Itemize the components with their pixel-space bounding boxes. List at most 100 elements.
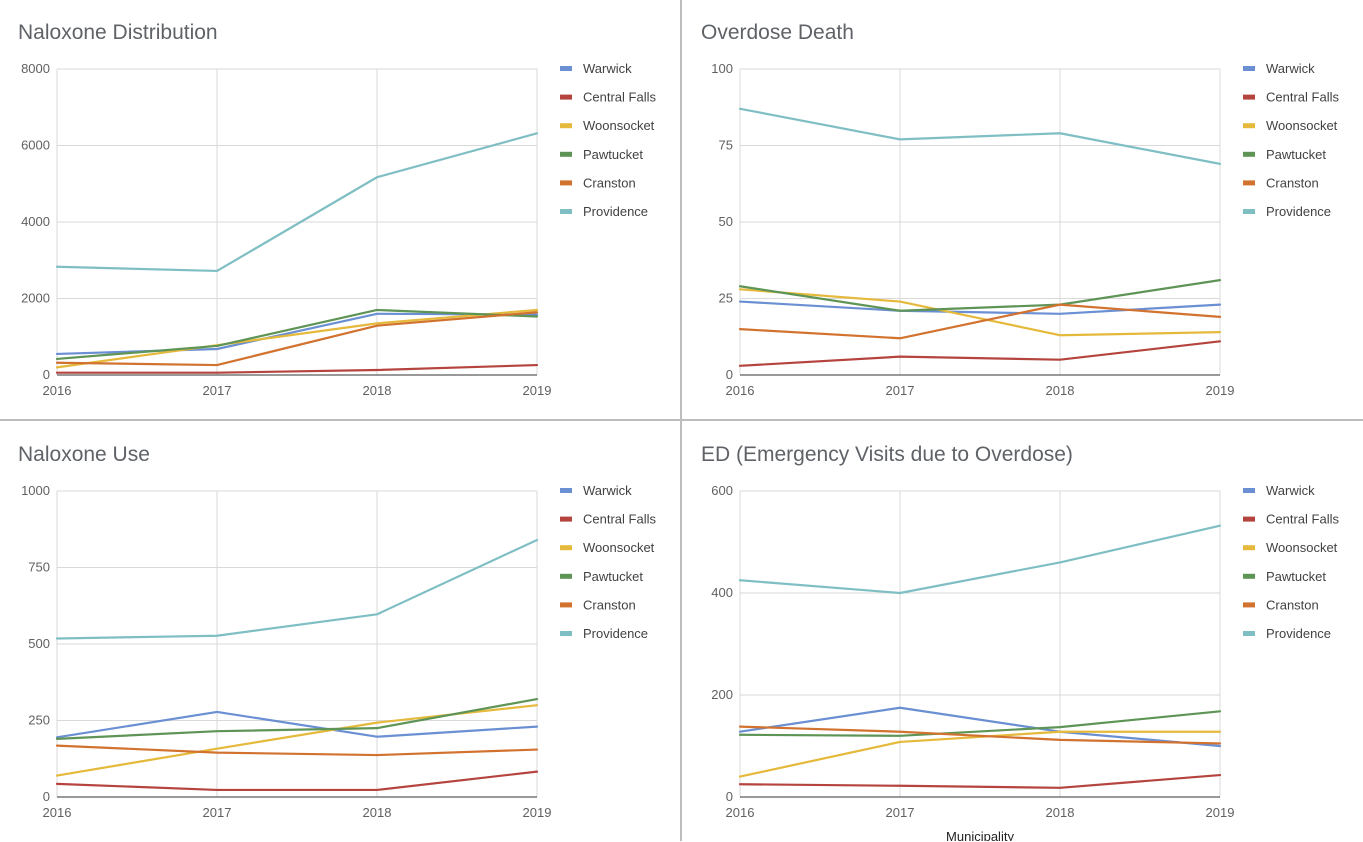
legend-swatch-providence (1243, 631, 1255, 636)
series-line-cranston (738, 303, 1222, 340)
x-tick-label: 2019 (1206, 805, 1235, 820)
legend-swatch-warwick (560, 66, 572, 71)
x-tick-label: 2019 (523, 805, 552, 820)
x-tick-label: 2016 (43, 805, 72, 820)
y-tick-label: 2000 (21, 291, 50, 306)
horizontal-divider (0, 419, 1363, 421)
series-line-woonsocket (738, 288, 1222, 337)
legend-swatch-woonsocket (1243, 545, 1255, 551)
x-tick-label: 2017 (203, 805, 232, 820)
legend-swatch-pawtucket (560, 151, 572, 157)
series-line-central-falls (55, 770, 539, 792)
x-tick-label: 2016 (726, 805, 755, 820)
legend-swatch-cranston (1243, 180, 1255, 186)
legend-label-providence: Providence (1266, 626, 1331, 641)
y-tick-label: 25 (719, 291, 733, 306)
legend-label-pawtucket: Pawtucket (583, 569, 643, 584)
series-line-pawtucket (738, 710, 1222, 737)
naloxone-use-chart: Naloxone Use 0 250 500 750 1000 2016 2017 2018 20… (18, 443, 656, 820)
series-line-cranston (55, 311, 539, 367)
legend-label-woonsocket: Woonsocket (583, 540, 655, 555)
legend-label-woonsocket: Woonsocket (583, 118, 655, 133)
series-line-central-falls (738, 340, 1222, 367)
y-tick-label: 50 (719, 214, 733, 229)
x-tick-label: 2016 (43, 383, 72, 398)
legend-label-cranston: Cranston (1266, 175, 1319, 190)
legend-label-providence: Providence (583, 626, 648, 641)
y-tick-label: 4000 (21, 214, 50, 229)
legend-label-pawtucket: Pawtucket (1266, 147, 1326, 162)
legend-label-warwick: Warwick (583, 61, 632, 76)
x-tick-label: 2016 (726, 383, 755, 398)
series-line-central-falls (738, 773, 1222, 789)
legend-label-woonsocket: Woonsocket (1266, 540, 1338, 555)
series-line-woonsocket (55, 704, 539, 777)
legend-swatch-central-falls (560, 94, 572, 100)
x-tick-label: 2018 (1046, 805, 1075, 820)
y-tick-label: 1000 (21, 483, 50, 498)
series-line-pawtucket (738, 279, 1222, 312)
legend-label-central-falls: Central Falls (583, 90, 656, 105)
legend-swatch-woonsocket (1243, 123, 1255, 129)
x-tick-label: 2018 (363, 383, 392, 398)
series-line-warwick (738, 300, 1222, 315)
legend-swatch-warwick (560, 488, 572, 493)
series-line-pawtucket (55, 308, 539, 361)
legend-label-cranston: Cranston (1266, 597, 1319, 612)
series-line-central-falls (55, 363, 539, 374)
y-tick-label: 250 (28, 713, 50, 728)
legend-swatch-central-falls (560, 516, 572, 522)
legend-swatch-cranston (560, 180, 572, 186)
x-axis-label: Municipality (946, 829, 1014, 841)
legend-label-warwick: Warwick (583, 483, 632, 498)
legend-swatch-cranston (1243, 602, 1255, 608)
legend-swatch-warwick (1243, 488, 1255, 493)
ed-visits-chart: ED (Emergency Visits due to Overdose)020… (701, 443, 1339, 841)
legend-swatch-woonsocket (560, 123, 572, 129)
series-line-pawtucket (55, 697, 539, 740)
chart-title: Overdose Death (701, 21, 854, 44)
series-line-cranston (738, 725, 1222, 745)
x-tick-label: 2019 (1206, 383, 1235, 398)
legend-label-woonsocket: Woonsocket (1266, 118, 1338, 133)
x-tick-label: 2017 (886, 383, 915, 398)
legend-swatch-central-falls (1243, 94, 1255, 100)
legend-swatch-providence (560, 209, 572, 214)
x-tick-label: 2018 (1046, 383, 1075, 398)
series-line-warwick (738, 706, 1222, 748)
legend-swatch-pawtucket (560, 573, 572, 579)
series-line-warwick (55, 710, 539, 739)
chart-title: Naloxone Use (18, 443, 150, 466)
legend-label-cranston: Cranston (583, 175, 636, 190)
legend-label-cranston: Cranston (583, 597, 636, 612)
legend-swatch-providence (1243, 209, 1255, 214)
legend-swatch-woonsocket (560, 545, 572, 551)
legend-label-warwick: Warwick (1266, 61, 1315, 76)
naloxone-distribution-chart: Naloxone Distribution 0 2000 4000 6000 8000 20… (18, 21, 656, 398)
series-line-providence (738, 524, 1222, 595)
y-tick-label: 100 (711, 61, 733, 76)
x-tick-label: 2017 (886, 805, 915, 820)
overdose-death-chart: Overdose Death 0 25 50 75 100 2016 2017 2018 2019… (701, 21, 1339, 398)
chart-title: ED (Emergency Visits due to Overdose) (701, 443, 1073, 466)
legend-swatch-pawtucket (1243, 151, 1255, 157)
legend-swatch-providence (560, 631, 572, 636)
legend-label-central-falls: Central Falls (1266, 512, 1339, 527)
legend-swatch-pawtucket (1243, 573, 1255, 579)
legend-swatch-central-falls (1243, 516, 1255, 522)
y-tick-label: 8000 (21, 61, 50, 76)
y-tick-label: 600 (711, 483, 733, 498)
chart-panel-naloxone-distribution: Naloxone Distribution 0 2000 4000 6000 8000 20… (0, 0, 680, 420)
series-line-woonsocket (55, 308, 539, 369)
chart-panel-naloxone-use: Naloxone Use 0 250 500 750 1000 2016 2017 2018 20… (0, 422, 680, 842)
legend-swatch-warwick (1243, 66, 1255, 71)
x-tick-label: 2017 (203, 383, 232, 398)
series-line-woonsocket (738, 730, 1222, 778)
legend-label-pawtucket: Pawtucket (1266, 569, 1326, 584)
y-tick-label: 0 (43, 789, 50, 804)
y-tick-label: 75 (719, 138, 733, 153)
y-tick-label: 6000 (21, 138, 50, 153)
y-tick-label: 0 (43, 367, 50, 382)
x-tick-label: 2019 (523, 383, 552, 398)
y-tick-label: 200 (711, 687, 733, 702)
